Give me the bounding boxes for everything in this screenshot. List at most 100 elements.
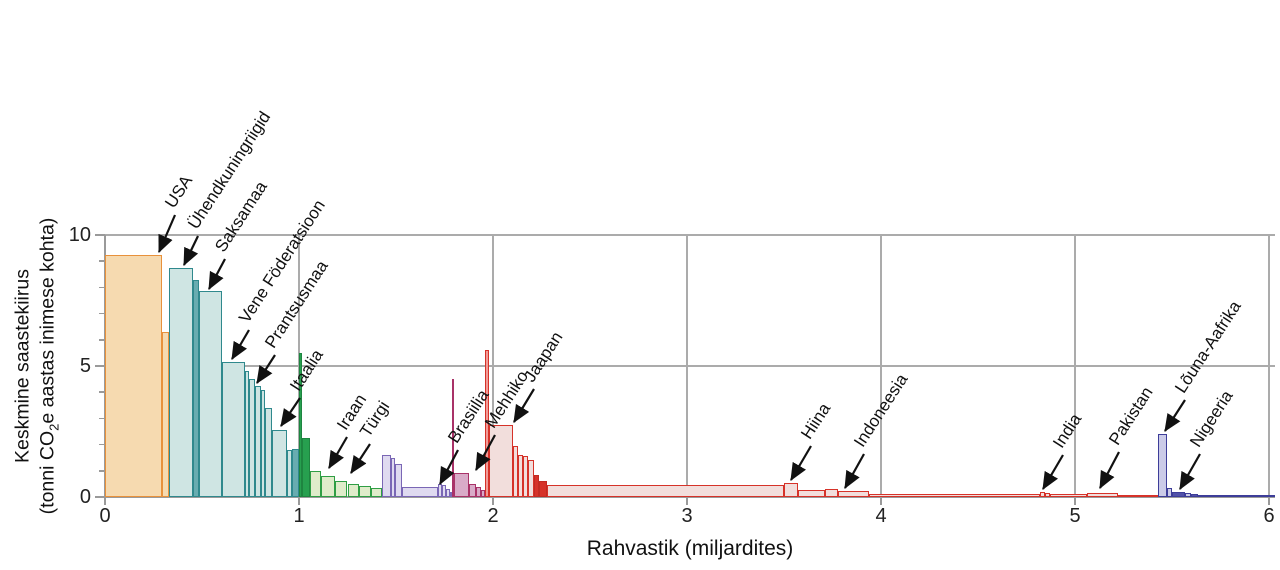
bar-as xyxy=(784,483,798,497)
co2-subscript: 2 xyxy=(46,423,62,431)
bar-af xyxy=(1184,493,1192,497)
bar-sa xyxy=(445,489,450,497)
x-tick-label-2: 2 xyxy=(487,505,499,527)
bar-eu xyxy=(265,407,272,497)
bar-vene-foderatsioon xyxy=(221,362,245,497)
x-tick-label-0: 0 xyxy=(99,505,111,527)
y-tick-label-0: 0 xyxy=(79,486,91,508)
y-tick-8 xyxy=(99,286,105,289)
bar-af xyxy=(1167,487,1172,497)
bar-pakistan xyxy=(1086,492,1118,497)
plot-area xyxy=(104,234,1275,498)
bar-jaapan xyxy=(488,424,514,497)
bar-sa xyxy=(382,455,392,497)
y-axis-title-line1: Keskmine saastekiirus xyxy=(11,269,34,464)
bar-as xyxy=(824,489,838,497)
bar-sa xyxy=(391,457,396,497)
bar-na xyxy=(162,331,169,497)
x-tick-label-4: 4 xyxy=(875,505,887,527)
x-tick-4 xyxy=(880,497,882,505)
y-axis-title: Keskmine saastekiirus (tonni CO2e aastas… xyxy=(10,218,63,515)
x-tick-6 xyxy=(1268,497,1270,505)
bar-as-spike xyxy=(484,350,489,497)
x-tick-label-6: 6 xyxy=(1263,505,1275,527)
gridline-x-6 xyxy=(1268,235,1270,497)
bar-iraan xyxy=(309,470,322,497)
bar-indoneesia xyxy=(837,491,870,497)
bar-as xyxy=(528,459,534,497)
x-tick-3 xyxy=(686,497,688,505)
bar-eu xyxy=(248,379,255,497)
bar-louna-aafrika xyxy=(1158,434,1168,497)
bar-as xyxy=(1040,491,1046,497)
x-axis-line xyxy=(105,496,1275,498)
y-tick-5 xyxy=(95,365,105,367)
x-tick-5 xyxy=(1074,497,1076,505)
y-tick-label-10: 10 xyxy=(68,224,91,246)
bar-eu xyxy=(286,449,292,497)
bar-hiina xyxy=(547,485,784,497)
y-tick-0 xyxy=(95,496,105,498)
bar-brasiilia xyxy=(401,487,438,497)
gridline-x-5 xyxy=(1074,235,1076,497)
y-axis-title-line2: (tonni CO2e aastas inimese kohta) xyxy=(36,217,62,515)
x-axis-title: Rahvastik (miljardites) xyxy=(586,537,794,560)
bar-la-dark xyxy=(452,379,455,497)
bar-as-dark xyxy=(538,481,548,497)
y-tick-10 xyxy=(95,234,105,236)
bar-la xyxy=(480,489,485,497)
y-tick-2 xyxy=(99,443,105,446)
bar-itaalia xyxy=(271,430,287,497)
gridline-x-2 xyxy=(492,235,494,497)
gridline-y-5 xyxy=(105,365,1275,367)
x-tick-label-5: 5 xyxy=(1069,505,1081,527)
bar-india xyxy=(869,493,1041,497)
bar-me xyxy=(370,488,383,497)
y-tick-4 xyxy=(99,391,105,393)
y-tick-6 xyxy=(99,339,105,341)
bar-as xyxy=(1045,492,1051,497)
bar-sa xyxy=(395,464,402,497)
x-tick-1 xyxy=(298,497,300,505)
bar-as xyxy=(523,456,529,497)
x-tick-0 xyxy=(104,497,106,505)
bar-as xyxy=(513,445,519,497)
bar-eu xyxy=(244,371,249,497)
bar-mehhiko xyxy=(454,472,469,497)
bar-saksamaa xyxy=(198,291,222,497)
bar-usa xyxy=(105,254,163,497)
bar-me-dark xyxy=(302,438,310,497)
y-tick-1 xyxy=(99,470,105,472)
bar-sa xyxy=(441,485,446,497)
bar-eu-dark xyxy=(192,279,199,497)
bar-sa xyxy=(449,491,453,497)
bar-uhendkuningriigid xyxy=(169,267,193,497)
bar-eu-dark xyxy=(291,448,299,497)
bar-la xyxy=(468,483,476,497)
bar-me xyxy=(347,483,360,497)
bar-prantsusmaa xyxy=(254,385,261,497)
x-tick-label-1: 1 xyxy=(293,505,305,527)
x-tick-2 xyxy=(492,497,494,505)
bar-af-dark xyxy=(1191,493,1198,497)
bar-me xyxy=(359,486,371,497)
bar-me xyxy=(334,480,348,497)
bar-as xyxy=(797,490,825,497)
y-tick-7 xyxy=(99,312,105,315)
bar-as-dark xyxy=(533,474,539,497)
bar-nigeeria xyxy=(1172,492,1185,497)
bar-af xyxy=(1197,495,1275,497)
bar-as xyxy=(1050,494,1087,497)
bar-as xyxy=(518,454,524,497)
bar-as xyxy=(1117,494,1159,497)
gridline-x-4 xyxy=(880,235,882,497)
x-tick-label-3: 3 xyxy=(681,505,693,527)
gridline-x-3 xyxy=(686,235,688,497)
y-tick-3 xyxy=(99,417,105,420)
bar-turgi xyxy=(321,476,335,497)
bar-eu xyxy=(260,389,266,497)
y-tick-label-5: 5 xyxy=(79,355,91,377)
label-usa: USA xyxy=(161,171,197,212)
gridline-y-10 xyxy=(105,234,1275,236)
